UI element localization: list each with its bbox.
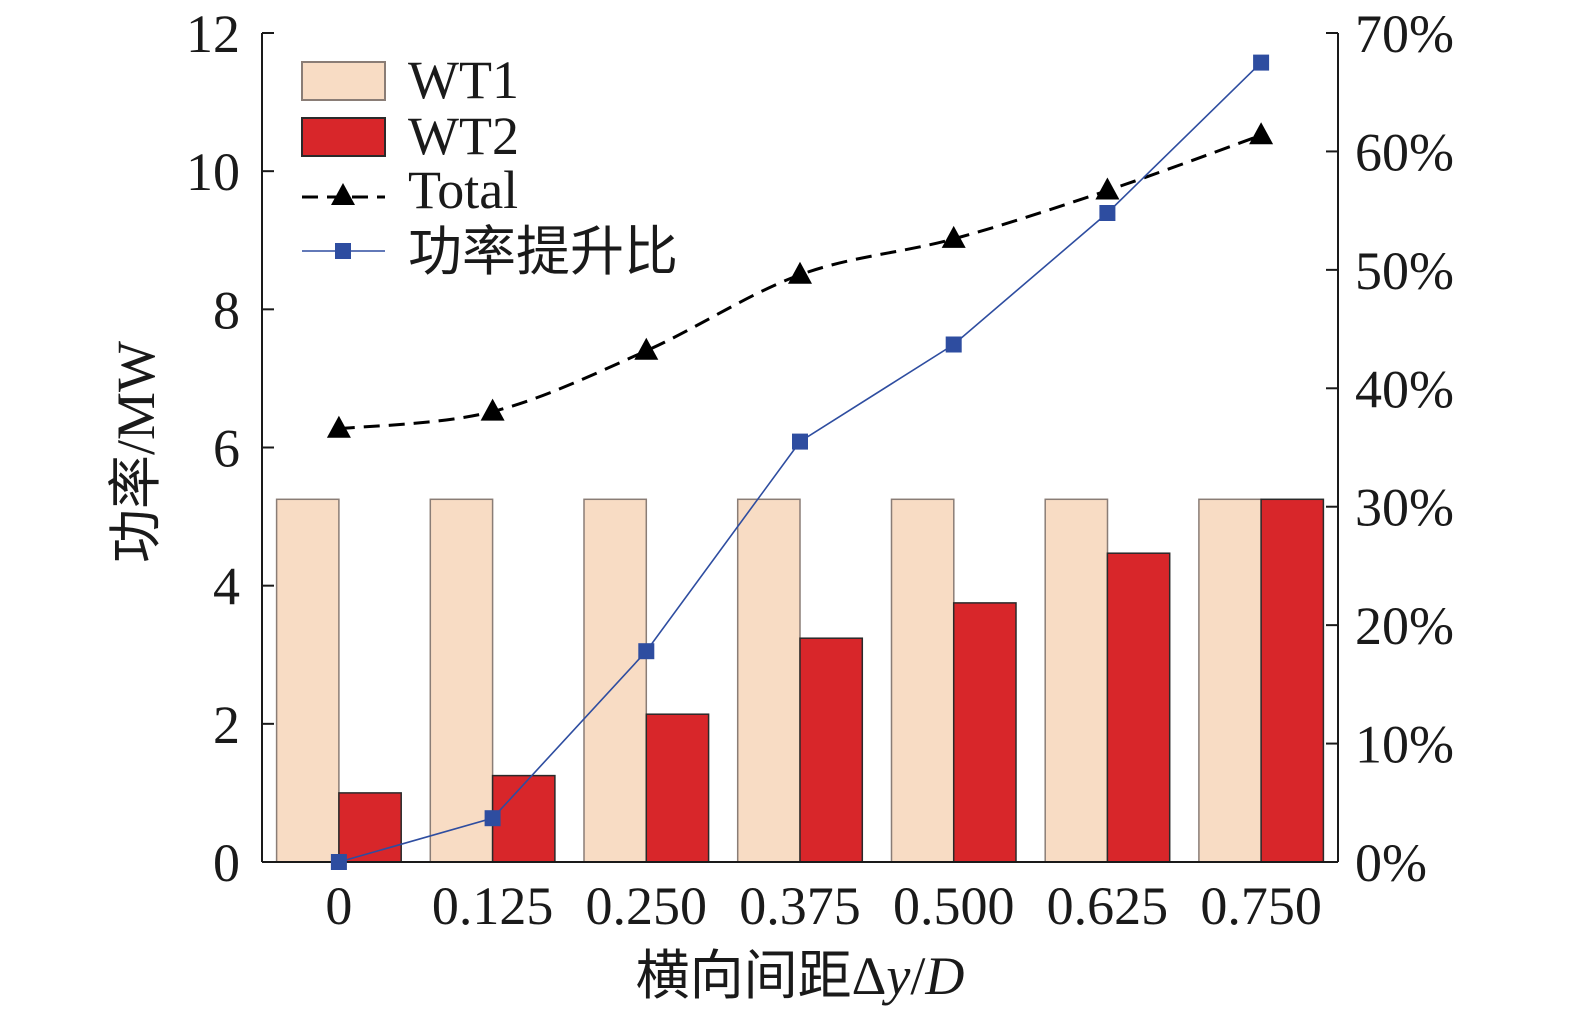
legend-item-power-ratio: 功率提升比 (302, 222, 678, 282)
point-total-1 (480, 398, 505, 421)
left-y-tick-label-0: 0 (213, 833, 240, 893)
legend-label-total: Total (408, 160, 518, 220)
y-axis-label: 功率/MW (106, 341, 166, 563)
bar-wt2-5 (1106, 552, 1171, 863)
point-power-ratio-5 (1099, 205, 1116, 221)
right-y-tick-label-7: 70% (1355, 4, 1454, 64)
x-tick-label-2: 0.250 (586, 876, 708, 936)
bar-wt1-4 (890, 498, 955, 863)
point-power-ratio-4 (945, 336, 962, 353)
bar-wt1-5 (1044, 498, 1109, 863)
legend: WT1 WT2 Total 功率提升比 (301, 50, 678, 282)
left-y-tick-label-6: 12 (186, 4, 240, 64)
x-tick-label-6: 0.750 (1200, 876, 1322, 936)
bar-wt1-0 (275, 498, 340, 863)
bar-wt2-2 (645, 713, 710, 863)
left-y-tick-label-5: 10 (186, 142, 240, 202)
bar-wt1-6 (1198, 498, 1262, 863)
point-power-ratio-1 (484, 810, 501, 827)
legend-swatch-wt1 (301, 61, 386, 101)
point-total-0 (326, 415, 351, 438)
markers-layer (326, 54, 1274, 870)
bar-wt1-1 (429, 498, 494, 863)
bar-wt2-3 (799, 637, 864, 863)
x-axis-label: 横向间距Δy/D (636, 946, 965, 1006)
point-power-ratio-3 (792, 433, 808, 450)
bars-layer (275, 498, 1325, 863)
point-total-6 (1249, 122, 1274, 145)
legend-swatch-wt2 (301, 117, 386, 157)
bar-wt1-2 (583, 498, 648, 863)
point-power-ratio-2 (638, 643, 655, 660)
ticks: 0 2 4 6 8 10 12 0% 10% 20% 30% 40% 50% 60% 70% 0 0.125 0.… (186, 4, 1454, 936)
right-y-tick-label-6: 60% (1355, 122, 1454, 182)
legend-label-wt1: WT1 (408, 50, 519, 110)
x-tick-label-4: 0.500 (893, 876, 1015, 936)
bar-wt2-0 (338, 792, 402, 863)
point-total-5 (1095, 177, 1120, 200)
x-tick-label-0: 0 (325, 876, 352, 936)
x-tick-label-5: 0.625 (1047, 876, 1169, 936)
legend-label-wt2: WT2 (408, 106, 519, 166)
right-y-tick-label-3: 30% (1355, 478, 1454, 538)
bar-wt2-6 (1260, 498, 1325, 863)
x-tick-label-3: 0.375 (739, 876, 861, 936)
x-tick-label-1: 0.125 (432, 876, 554, 936)
legend-item-wt1: WT1 (301, 50, 519, 110)
bar-wt2-4 (952, 602, 1017, 863)
left-y-tick-label-2: 4 (213, 557, 240, 617)
legend-marker-power-ratio (335, 243, 351, 259)
right-y-tick-label-4: 40% (1355, 359, 1454, 419)
point-power-ratio-0 (330, 854, 347, 870)
legend-label-power-ratio: 功率提升比 (408, 222, 678, 282)
point-total-2 (634, 337, 659, 360)
legend-item-total: Total (302, 160, 518, 220)
point-total-4 (941, 225, 966, 248)
legend-marker-total (331, 183, 355, 205)
legend-item-wt2: WT2 (301, 106, 519, 166)
left-y-tick-label-1: 2 (213, 695, 240, 755)
right-y-tick-label-5: 50% (1355, 241, 1454, 301)
right-y-tick-label-1: 10% (1355, 715, 1454, 775)
left-y-tick-label-3: 6 (213, 419, 240, 479)
point-power-ratio-6 (1253, 54, 1270, 71)
right-y-tick-label-0: 0% (1355, 833, 1427, 893)
point-total-3 (788, 261, 812, 284)
bar-wt1-3 (736, 498, 801, 863)
right-y-tick-label-2: 20% (1355, 596, 1454, 656)
left-y-tick-label-4: 8 (213, 280, 240, 340)
bar-wt2-1 (491, 774, 556, 863)
